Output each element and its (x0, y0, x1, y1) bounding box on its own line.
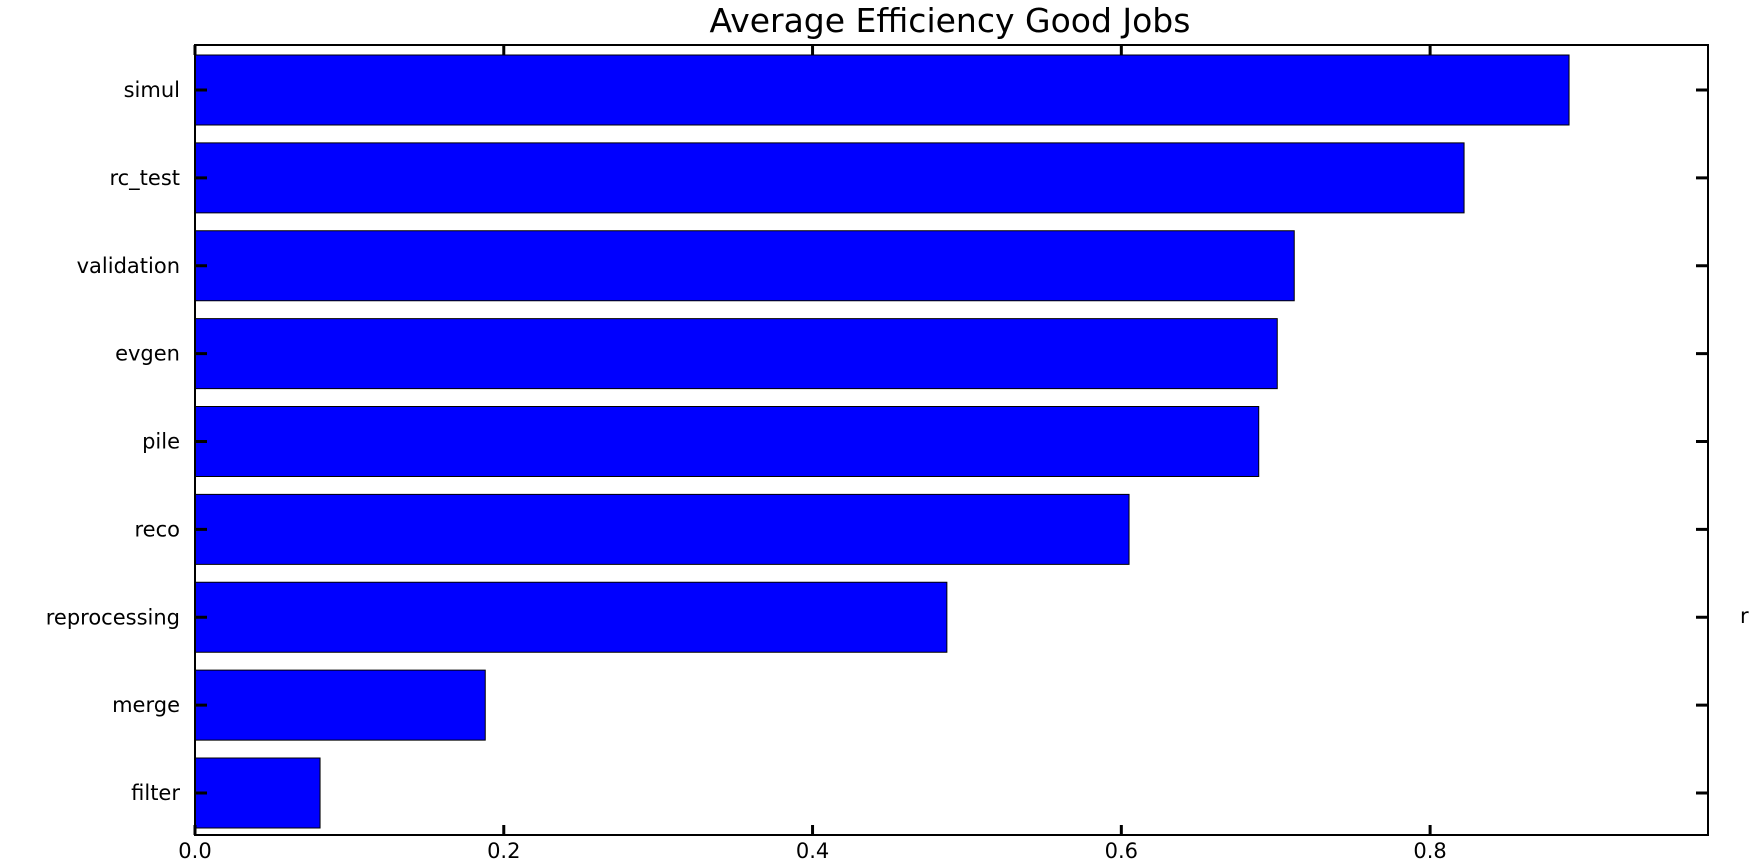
y-tick-label-filter: filter (131, 781, 180, 805)
bar-simul (194, 54, 1570, 126)
bar-merge (194, 669, 486, 741)
bars-group (194, 54, 1570, 829)
bar-evgen (194, 318, 1278, 390)
y-tick-label-simul: simul (124, 78, 180, 102)
y-tick-label-validation: validation (77, 254, 180, 278)
chart-title: Average Efficiency Good Jobs (710, 1, 1191, 40)
bar-filter (194, 757, 321, 829)
y-tick-label-rc_test: rc_test (109, 166, 180, 191)
y-tick-label-evgen: evgen (115, 342, 180, 366)
bar-reprocessing (194, 581, 948, 653)
bar-pile (194, 406, 1260, 477)
y-tick-label-merge: merge (112, 693, 180, 717)
y-ticks-group: simul rc_test validation evgen pile reco repro… (46, 78, 1708, 805)
x-tick-label-3: 0.6 (1105, 839, 1138, 863)
y-tick-label-reco: reco (135, 517, 181, 541)
y-tick-label-pile: pile (142, 430, 180, 454)
x-tick-label-4: 0.8 (1413, 839, 1446, 863)
bar-rc_test (194, 142, 1465, 214)
x-tick-label-0: 0.0 (178, 839, 211, 863)
plot-frame (194, 44, 1709, 836)
bar-validation (194, 230, 1295, 302)
y-tick-label-reprocessing: reprocessing (46, 605, 180, 629)
bar-reco (194, 493, 1130, 565)
right-edge-label: r (1740, 604, 1749, 628)
x-tick-label-1: 0.2 (487, 839, 520, 863)
x-tick-label-2: 0.4 (796, 839, 829, 863)
